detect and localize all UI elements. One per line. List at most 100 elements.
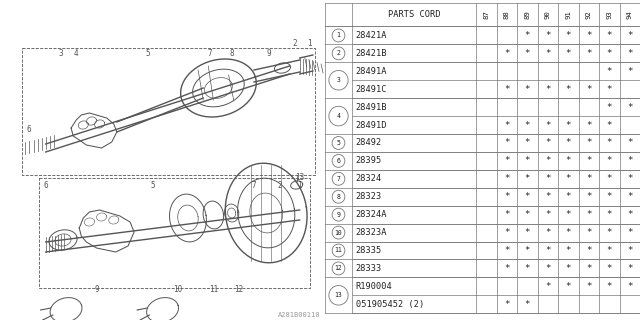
Text: *: * (566, 85, 571, 94)
Text: 28491D: 28491D (356, 121, 387, 130)
Bar (352, 116, 640, 134)
Text: 2: 2 (292, 38, 297, 47)
Text: *: * (525, 264, 531, 273)
Text: *: * (545, 264, 550, 273)
Circle shape (332, 262, 345, 275)
Text: 28323: 28323 (356, 192, 382, 201)
Text: *: * (627, 282, 632, 291)
Text: *: * (607, 282, 612, 291)
Text: 6: 6 (337, 158, 340, 164)
Bar (352, 224, 640, 242)
Text: 6: 6 (44, 180, 48, 189)
Text: 92: 92 (586, 11, 592, 19)
Text: *: * (566, 31, 571, 40)
Text: 2: 2 (337, 50, 340, 56)
Text: PARTS CORD: PARTS CORD (388, 10, 440, 19)
Text: 28324A: 28324A (356, 210, 387, 219)
Text: *: * (504, 246, 510, 255)
Circle shape (332, 244, 345, 257)
Text: *: * (566, 282, 571, 291)
Circle shape (332, 29, 345, 42)
Text: 12: 12 (234, 285, 243, 294)
Bar (352, 206, 640, 224)
Text: 1: 1 (308, 38, 312, 47)
Text: *: * (566, 121, 571, 130)
Text: 28421A: 28421A (356, 31, 387, 40)
Text: *: * (627, 67, 632, 76)
Bar (352, 98, 640, 116)
Text: 4: 4 (74, 49, 79, 58)
Text: *: * (504, 85, 510, 94)
Text: *: * (586, 264, 591, 273)
Text: 1: 1 (337, 32, 340, 38)
Text: 2: 2 (277, 180, 282, 189)
Text: *: * (504, 264, 510, 273)
Text: *: * (545, 49, 550, 58)
Text: *: * (586, 31, 591, 40)
Bar (352, 295, 640, 313)
Text: *: * (566, 264, 571, 273)
Circle shape (332, 190, 345, 203)
Text: *: * (607, 174, 612, 183)
Text: *: * (586, 210, 591, 219)
Circle shape (332, 137, 345, 149)
Text: *: * (525, 156, 531, 165)
Text: 28333: 28333 (356, 264, 382, 273)
Text: *: * (627, 264, 632, 273)
Text: 11: 11 (209, 285, 218, 294)
Bar (352, 260, 640, 277)
Text: 1: 1 (298, 180, 302, 189)
Text: 3: 3 (337, 77, 340, 83)
Text: 87: 87 (483, 11, 490, 19)
Text: *: * (504, 192, 510, 201)
Text: 9: 9 (94, 285, 99, 294)
Text: *: * (607, 103, 612, 112)
Text: 7: 7 (208, 49, 212, 58)
Text: *: * (525, 192, 531, 201)
Text: 91: 91 (565, 11, 572, 19)
Bar (352, 27, 640, 44)
Circle shape (332, 208, 345, 221)
Text: 28491A: 28491A (356, 67, 387, 76)
Text: 89: 89 (524, 11, 531, 19)
Text: *: * (545, 210, 550, 219)
Text: *: * (607, 210, 612, 219)
Text: *: * (627, 103, 632, 112)
Text: *: * (607, 228, 612, 237)
Bar (352, 188, 640, 206)
Bar (352, 62, 640, 80)
Text: 88: 88 (504, 11, 510, 19)
Text: *: * (504, 174, 510, 183)
Text: 5: 5 (145, 49, 150, 58)
Text: *: * (566, 210, 571, 219)
Text: *: * (627, 31, 632, 40)
Text: *: * (504, 300, 510, 309)
Bar (352, 44, 640, 62)
Text: *: * (545, 85, 550, 94)
Text: *: * (504, 228, 510, 237)
Text: *: * (566, 246, 571, 255)
Text: *: * (525, 246, 531, 255)
Bar (352, 80, 640, 98)
Text: *: * (545, 282, 550, 291)
Text: *: * (566, 174, 571, 183)
Text: *: * (525, 31, 531, 40)
Text: *: * (586, 228, 591, 237)
Text: 7: 7 (252, 180, 256, 189)
Text: *: * (607, 246, 612, 255)
Text: 9: 9 (267, 49, 271, 58)
Circle shape (329, 285, 348, 305)
Text: *: * (545, 174, 550, 183)
Text: *: * (607, 192, 612, 201)
Circle shape (332, 226, 345, 239)
Text: 28421B: 28421B (356, 49, 387, 58)
Text: *: * (525, 139, 531, 148)
Text: 12: 12 (335, 265, 342, 271)
Bar (352, 134, 640, 152)
Text: *: * (545, 121, 550, 130)
Text: 7: 7 (337, 176, 340, 182)
Text: 6: 6 (26, 125, 31, 134)
Text: *: * (607, 31, 612, 40)
Text: 28491B: 28491B (356, 103, 387, 112)
Text: *: * (545, 228, 550, 237)
